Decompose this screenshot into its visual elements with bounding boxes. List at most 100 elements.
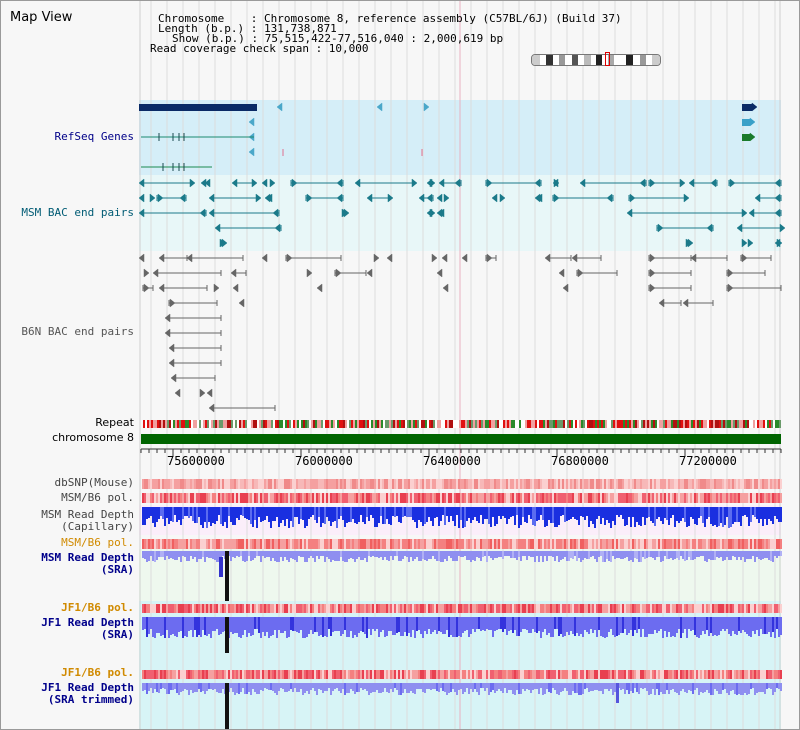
density-bin (652, 493, 654, 503)
density-bin (582, 604, 584, 613)
density-bin (202, 539, 204, 549)
depth-bin (614, 617, 616, 637)
density-bin (482, 604, 484, 613)
depth-bin (726, 551, 728, 557)
density-bin (358, 479, 360, 489)
density-bin (718, 539, 720, 549)
feature-arrow (544, 253, 551, 263)
depth-bin (374, 617, 376, 631)
repeat-segment (709, 420, 711, 428)
feature-arrow (143, 268, 150, 278)
depth-bin (452, 507, 454, 521)
density-bin (390, 539, 392, 549)
density-bin (582, 670, 584, 679)
depth-bin (512, 507, 514, 516)
density-bin (190, 493, 192, 503)
depth-bin (494, 683, 496, 693)
density-bin (274, 604, 276, 613)
depth-bin (364, 551, 366, 558)
density-bin (626, 539, 628, 549)
depth-bin (466, 551, 468, 560)
depth-bin (494, 551, 496, 558)
feature-arrow (221, 238, 228, 248)
density-bin (638, 493, 640, 503)
density-bin (708, 493, 710, 503)
depth-bin (438, 683, 440, 692)
chromosome-ideogram[interactable] (531, 54, 661, 66)
depth-bin (570, 551, 572, 558)
depth-bin (214, 507, 216, 524)
density-bin (490, 604, 492, 613)
density-bin (664, 539, 666, 549)
density-bin (256, 670, 258, 679)
depth-bin (198, 683, 200, 689)
density-bin (476, 479, 478, 489)
feature-arrow (499, 193, 506, 203)
depth-bin (506, 617, 508, 635)
depth-bin (402, 507, 404, 517)
density-bin (258, 604, 260, 613)
density-bin (440, 539, 442, 549)
density-bin (380, 539, 382, 549)
density-bin (630, 670, 632, 679)
depth-bin (688, 507, 690, 526)
depth-bin (638, 551, 640, 562)
depth-bin (272, 683, 274, 691)
refseq-label: RefSeq Genes (54, 130, 134, 143)
depth-bin (584, 617, 586, 630)
density-bin (540, 479, 542, 489)
feature-arrow (149, 193, 156, 203)
depth-bin (590, 617, 592, 629)
density-bin (468, 604, 470, 613)
density-bin (550, 670, 552, 679)
density-bin (274, 479, 276, 489)
density-bin (642, 604, 644, 613)
density-bin (742, 539, 744, 549)
density-bin (512, 670, 514, 679)
density-bin (422, 604, 424, 613)
density-bin (316, 539, 318, 549)
depth-bin (212, 683, 214, 690)
depth-bin (234, 507, 236, 525)
depth-bin (368, 617, 370, 629)
feature-arrow (436, 193, 443, 203)
density-bin (480, 479, 482, 489)
density-bin (746, 670, 748, 679)
depth-bin (430, 507, 432, 521)
density-bin (370, 670, 372, 679)
chromosome-bar (141, 434, 781, 444)
density-bin (656, 539, 658, 549)
density-bin (740, 479, 742, 489)
ideogram-position-marker[interactable] (605, 52, 610, 66)
density-bin (716, 493, 718, 503)
density-bin (332, 479, 334, 489)
depth-bin (512, 551, 514, 558)
depth-spike (225, 683, 229, 729)
density-bin (610, 539, 612, 549)
density-bin (510, 670, 512, 679)
density-bin (522, 539, 524, 549)
density-bin (586, 539, 588, 549)
depth-bin (610, 683, 612, 689)
depth-bin (446, 551, 448, 561)
density-bin (480, 539, 482, 549)
density-bin (578, 670, 580, 679)
repeat-segment (573, 420, 575, 428)
depth-bin (780, 551, 782, 556)
depth-bin (526, 507, 528, 523)
depth-bin (758, 617, 760, 636)
density-bin (502, 539, 504, 549)
density-bin (322, 479, 324, 489)
depth-bin (724, 683, 726, 689)
depth-bin (158, 617, 160, 633)
density-bin (470, 539, 472, 549)
density-bin (520, 604, 522, 613)
feature-arrow (606, 193, 613, 203)
density-bin (428, 479, 430, 489)
depth-bin (718, 683, 720, 694)
density-bin (632, 670, 634, 679)
density-bin (328, 670, 330, 679)
density-bin (470, 479, 472, 489)
density-bin (234, 493, 236, 503)
